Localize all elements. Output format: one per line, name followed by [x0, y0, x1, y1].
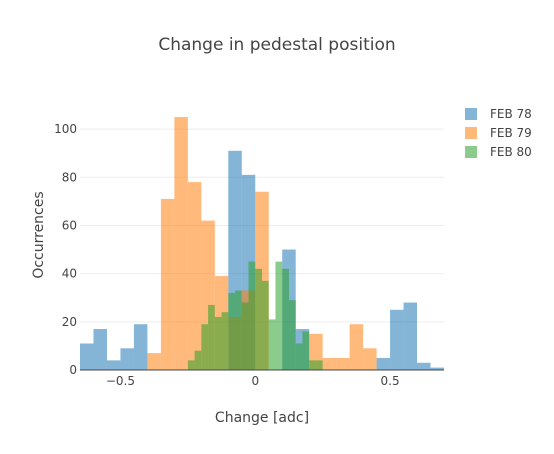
x-tick-label: 0.5	[381, 374, 400, 388]
histogram-bar[interactable]	[403, 302, 418, 370]
histogram-bar[interactable]	[187, 182, 202, 370]
histogram-bar[interactable]	[262, 280, 269, 370]
legend-label: FEB 80	[490, 145, 532, 159]
histogram-bar[interactable]	[255, 268, 262, 370]
histogram-bar[interactable]	[309, 360, 316, 370]
histogram-bar[interactable]	[315, 360, 323, 370]
histogram-bar[interactable]	[106, 360, 121, 370]
y-tick-label: 60	[62, 218, 77, 232]
bars-layer[interactable]	[80, 117, 444, 370]
y-axis-label: Occurrences	[31, 191, 47, 278]
x-axis-label: Change [adc]	[215, 410, 309, 426]
histogram-bar[interactable]	[417, 362, 431, 370]
legend-item[interactable]: FEB 78	[465, 107, 532, 121]
y-tick-label: 20	[62, 315, 77, 329]
histogram-bar[interactable]	[336, 357, 350, 370]
histogram-bar[interactable]	[376, 357, 391, 370]
histogram-bar[interactable]	[147, 353, 161, 370]
histogram-bar[interactable]	[295, 343, 303, 371]
y-axis: 0 20 40 60 80 100	[54, 122, 77, 377]
y-tick-label: 100	[54, 122, 77, 136]
histogram-bar[interactable]	[275, 261, 283, 370]
legend[interactable]: FEB 78 FEB 79 FEB 80	[465, 107, 532, 159]
histogram-bar[interactable]	[363, 348, 377, 370]
histogram-bar[interactable]	[201, 324, 209, 370]
y-tick-label: 0	[69, 363, 77, 377]
histogram-bar[interactable]	[120, 348, 134, 370]
histogram-bar[interactable]	[221, 312, 229, 370]
histogram-bar[interactable]	[282, 268, 289, 370]
histogram-bar[interactable]	[174, 117, 188, 370]
histogram-bar[interactable]	[390, 309, 404, 370]
legend-item[interactable]: FEB 80	[465, 145, 532, 159]
histogram-bar[interactable]	[214, 317, 222, 370]
histogram-bar[interactable]	[241, 302, 249, 370]
x-tick-label: 0	[251, 374, 259, 388]
histogram-bar[interactable]	[248, 261, 256, 370]
histogram-bar[interactable]	[194, 350, 202, 370]
histogram-bar[interactable]	[187, 360, 195, 370]
histogram-bar[interactable]	[268, 319, 276, 370]
histogram-bar[interactable]	[235, 290, 242, 371]
x-tick-label: −0.5	[106, 374, 135, 388]
histogram-bar[interactable]	[288, 300, 296, 370]
legend-swatch	[465, 146, 477, 158]
legend-label: FEB 78	[490, 107, 532, 121]
histogram-bar[interactable]	[322, 357, 337, 370]
legend-swatch	[465, 127, 477, 139]
histogram-bar[interactable]	[430, 367, 444, 370]
chart-title: Change in pedestal position	[158, 35, 395, 55]
histogram-bar[interactable]	[93, 329, 107, 370]
y-tick-label: 40	[62, 267, 77, 281]
x-axis: −0.5 0 0.5	[80, 369, 444, 388]
y-tick-label: 80	[62, 170, 77, 184]
series-feb-80[interactable]	[187, 261, 323, 371]
histogram-bar[interactable]	[80, 343, 94, 371]
legend-swatch	[465, 108, 477, 120]
histogram-bar[interactable]	[208, 304, 215, 370]
histogram-bar[interactable]	[302, 331, 310, 370]
histogram-bar[interactable]	[160, 198, 175, 370]
histogram-bar[interactable]	[228, 292, 236, 370]
histogram-bar[interactable]	[349, 324, 364, 370]
legend-item[interactable]: FEB 79	[465, 126, 532, 140]
legend-label: FEB 79	[490, 126, 532, 140]
histogram-bar[interactable]	[133, 324, 148, 370]
